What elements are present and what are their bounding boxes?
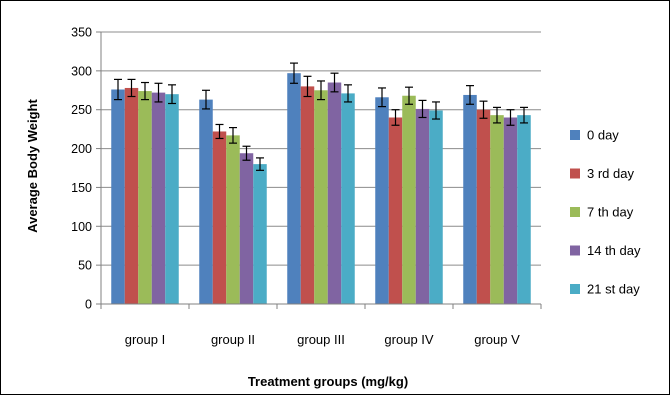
bar <box>490 115 504 304</box>
legend-swatch <box>570 168 580 179</box>
legend-label: 0 day <box>587 128 619 143</box>
x-category-label: group I <box>125 332 165 347</box>
bar <box>165 94 179 305</box>
bar <box>111 89 125 304</box>
bar <box>415 108 430 305</box>
x-category-label: group V <box>474 332 520 347</box>
y-tick-label: 250 <box>71 103 92 117</box>
x-category-label: group II <box>211 332 255 347</box>
bar <box>503 117 518 304</box>
bar <box>124 87 139 304</box>
y-tick-label: 300 <box>71 64 92 78</box>
y-tick-label: 0 <box>85 298 92 312</box>
legend-swatch <box>570 130 580 140</box>
legend-swatch <box>570 207 580 217</box>
legend-label: 14 th day <box>587 243 641 258</box>
x-category-label: group III <box>297 332 345 347</box>
bar <box>287 73 301 304</box>
bar <box>314 90 328 305</box>
bars <box>111 73 531 305</box>
legend: 0 day 3 rd day 7 th day 14 th day 21 st day <box>570 128 641 297</box>
y-tick-label: 350 <box>71 26 92 40</box>
legend-swatch <box>570 245 580 256</box>
y-tick-label: 150 <box>71 181 92 195</box>
y-tick-label: 50 <box>78 259 92 273</box>
y-axis-ticks: 0 50 100 150 200 250 300 350 <box>71 26 101 312</box>
bar <box>239 153 254 304</box>
y-axis-title: Average Body Weight <box>25 99 40 233</box>
legend-swatch <box>570 284 580 294</box>
bar <box>253 164 267 304</box>
bar <box>388 117 403 304</box>
error-bars <box>114 62 528 171</box>
legend-label: 7 th day <box>587 205 634 220</box>
bar <box>226 135 240 304</box>
bar <box>300 86 315 305</box>
bar <box>199 99 213 305</box>
bar <box>327 82 342 304</box>
x-axis-categories: group I group II group III group IV group V <box>125 332 520 347</box>
y-tick-label: 200 <box>71 142 92 156</box>
bar <box>151 92 166 304</box>
x-axis-title: Treatment groups (mg/kg) <box>248 374 408 389</box>
bar <box>429 110 443 305</box>
bar <box>212 131 227 304</box>
y-tick-label: 100 <box>71 220 92 234</box>
legend-label: 3 rd day <box>587 166 634 181</box>
bar <box>517 115 531 304</box>
bar <box>476 109 491 304</box>
bar <box>138 91 152 304</box>
x-category-label: group IV <box>384 332 433 347</box>
bar <box>402 95 416 305</box>
axes <box>100 32 542 309</box>
bar <box>375 97 389 304</box>
bar <box>341 93 355 304</box>
bar <box>463 94 477 304</box>
legend-label: 21 st day <box>587 282 640 297</box>
